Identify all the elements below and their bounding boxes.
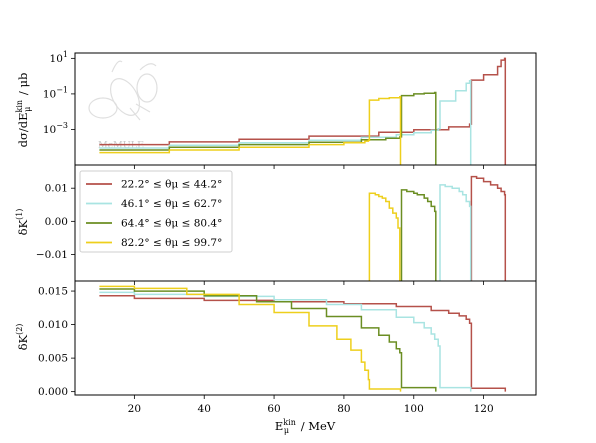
series-line-middle-1 xyxy=(439,184,472,281)
xlabel: Ekin μ / MeV xyxy=(275,418,336,435)
ytick-label-middle-2: −0.01 xyxy=(36,249,68,261)
series-line-bottom-1 xyxy=(99,291,472,392)
svg-text:δK(1): δK(1) xyxy=(15,209,30,236)
ytick-label-middle-0: 0.01 xyxy=(45,183,68,195)
ytick-label-middle-1: 0.00 xyxy=(45,216,68,228)
series-line-top-3 xyxy=(99,95,402,165)
xtick-label-2: 60 xyxy=(267,403,280,415)
ytick-label-bottom-0: 0.015 xyxy=(38,286,68,298)
ytick-label-bottom-1: 0.010 xyxy=(38,319,68,331)
ylabel-top: dσ/dEkinμ / μb xyxy=(15,73,32,148)
xtick-label-3: 80 xyxy=(337,403,350,415)
xtick-label-1: 40 xyxy=(198,403,211,415)
legend-label-3: 82.2° ≤ θμ ≤ 99.7° xyxy=(121,237,222,249)
svg-text:δK(2): δK(2) xyxy=(15,324,30,351)
series-line-bottom-3 xyxy=(99,285,402,392)
ylabel-middle: δK(1) xyxy=(15,209,30,236)
ytick-label-top-1: 10−1 xyxy=(43,85,68,100)
series-line-top-1 xyxy=(99,79,472,165)
ytick-label-top-0: 101 xyxy=(50,50,68,65)
ytick-label-top-2: 10−3 xyxy=(43,121,68,136)
legend: 22.2° ≤ θμ ≤ 44.2° 46.1° ≤ θμ ≤ 62.7° 64.4… xyxy=(79,170,233,253)
series-line-bottom-0 xyxy=(99,295,507,392)
legend-label-1: 46.1° ≤ θμ ≤ 62.7° xyxy=(121,198,222,210)
xtick-label-5: 120 xyxy=(474,403,494,415)
panel-top: 101 10−1 10−3 xyxy=(43,50,537,169)
axes-frame-bottom xyxy=(74,280,537,396)
series-line-middle-0 xyxy=(470,175,507,281)
ylabel-bottom: δK(2) xyxy=(15,324,30,351)
mcmule-watermark xyxy=(88,60,158,121)
panel-bottom: 0.015 0.010 0.005 0.000 20 40 60 80 100 120 xyxy=(38,280,537,415)
xtick-label-4: 100 xyxy=(404,403,424,415)
legend-label-0: 22.2° ≤ θμ ≤ 44.2° xyxy=(121,179,222,191)
series-line-middle-3 xyxy=(368,192,401,281)
ytick-label-bottom-3: 0.000 xyxy=(38,386,68,398)
series-line-top-0 xyxy=(99,57,507,165)
watermark-text: McMULE xyxy=(98,140,144,151)
series-line-middle-2 xyxy=(400,189,437,281)
series-line-top-2 xyxy=(99,91,437,165)
xtick-label-0: 20 xyxy=(128,403,141,415)
svg-text:dσ/dEkinμ / μb: dσ/dEkinμ / μb xyxy=(15,73,32,148)
series-line-bottom-2 xyxy=(99,288,437,392)
ytick-label-bottom-2: 0.005 xyxy=(38,353,68,365)
legend-label-2: 64.4° ≤ θμ ≤ 80.4° xyxy=(121,218,222,230)
